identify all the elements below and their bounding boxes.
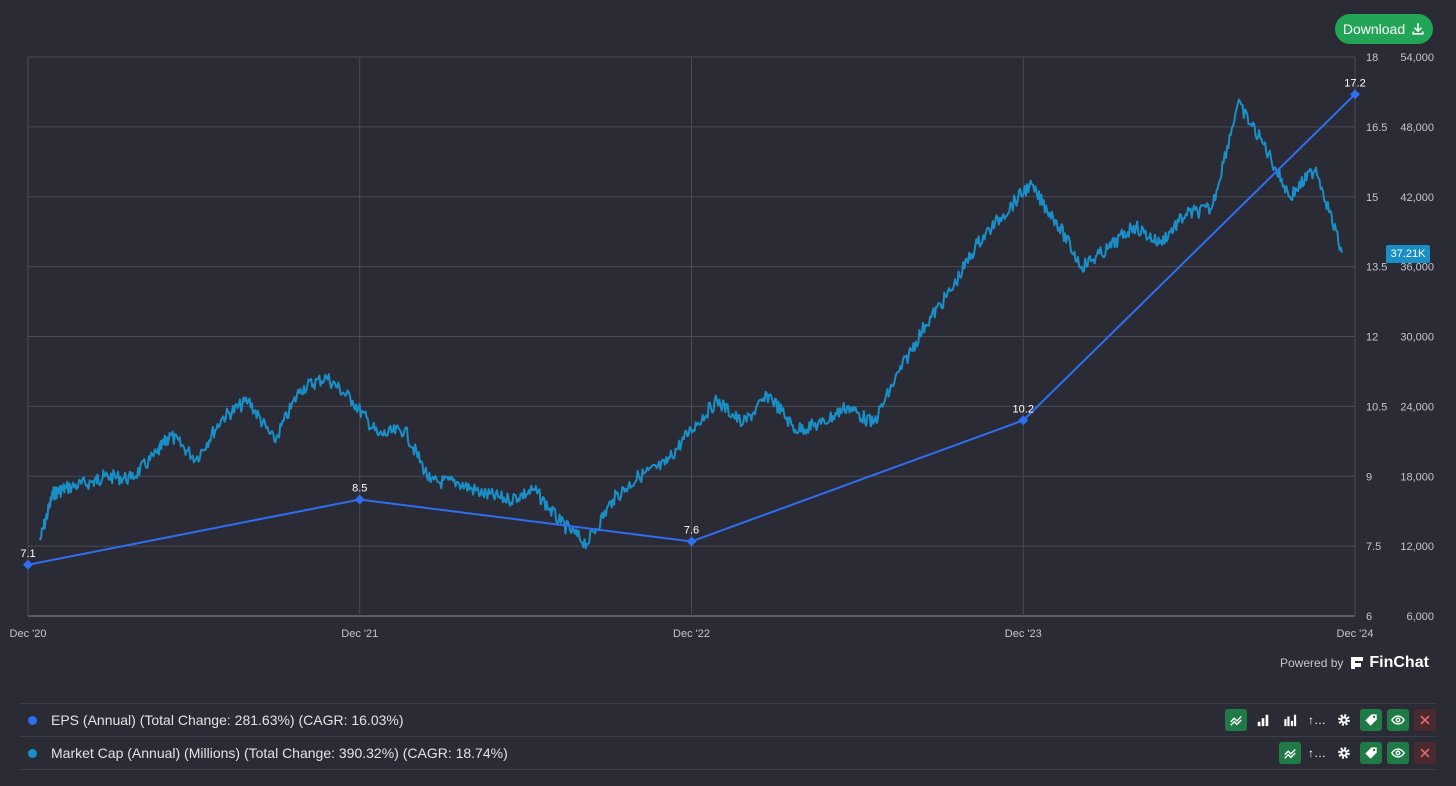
y-right-tick-label: 30,000 (1400, 332, 1434, 344)
line-chart-icon[interactable] (1279, 742, 1301, 764)
chart-grid (27, 56, 1356, 617)
more-icon[interactable]: ↑… (1308, 713, 1326, 727)
y-left-tick-label: 15 (1366, 192, 1378, 204)
market-cap-series-line (39, 98, 1343, 550)
close-icon[interactable] (1414, 742, 1436, 764)
y-right-tick-label: 48,000 (1400, 122, 1434, 134)
powered-by-text: Powered by (1280, 656, 1344, 670)
y-left-tick-label: 10.5 (1366, 401, 1387, 413)
x-tick-label: Dec '22 (673, 628, 710, 640)
close-icon[interactable] (1414, 709, 1436, 731)
tag-icon[interactable] (1360, 709, 1382, 731)
x-tick-label: Dec '23 (1005, 628, 1042, 640)
eps-data-label: 10.2 (1013, 403, 1034, 415)
download-icon (1412, 22, 1424, 35)
y-left-tick-label: 9 (1366, 471, 1372, 483)
more-icon[interactable]: ↑… (1308, 746, 1326, 760)
y-right-tick-label: 6,000 (1406, 611, 1434, 623)
chart: 18 54,000 16.5 48,000 15 42,000 13.5 36,000 12 30… (10, 52, 1434, 640)
eps-data-label: 8.5 (352, 483, 367, 495)
legend-label: Market Cap (Annual) (Millions) (Total Ch… (51, 745, 508, 761)
eye-icon[interactable] (1387, 742, 1409, 764)
y-right-tick-label: 12,000 (1400, 541, 1434, 553)
legend-label: EPS (Annual) (Total Change: 281.63%) (CA… (51, 712, 404, 728)
legend-row-market-cap[interactable]: Market Cap (Annual) (Millions) (Total Ch… (20, 736, 1436, 770)
legend-actions: ↑… (1225, 709, 1436, 731)
y-left-tick-label: 12 (1366, 332, 1378, 344)
x-tick-label: Dec '24 (1337, 628, 1374, 640)
last-value-badge: 37.21K (1386, 245, 1430, 263)
eye-icon[interactable] (1387, 709, 1409, 731)
line-chart-icon[interactable] (1225, 709, 1247, 731)
legend-actions: ↑… (1279, 742, 1436, 764)
finchat-logo: FinChat (1349, 654, 1429, 672)
grouped-bar-icon[interactable] (1279, 709, 1301, 731)
eps-data-label: 7.6 (684, 524, 699, 536)
eps-data-point[interactable] (686, 536, 697, 547)
download-label: Download (1342, 21, 1406, 37)
bar-chart-icon[interactable] (1252, 709, 1274, 731)
eps-data-point[interactable] (23, 559, 33, 570)
powered-by: Powered by FinChat (1280, 652, 1429, 674)
y-left-tick-label: 13.5 (1366, 262, 1387, 274)
finchat-logo-icon (1351, 657, 1364, 669)
eps-data-label: 17.2 (1344, 77, 1365, 89)
legend-row-eps[interactable]: EPS (Annual) (Total Change: 281.63%) (CA… (20, 703, 1436, 736)
y-left-tick-label: 7.5 (1366, 541, 1381, 553)
gear-icon[interactable] (1333, 709, 1355, 731)
eps-data-point[interactable] (1350, 89, 1360, 100)
y-right-tick-label: 24,000 (1400, 401, 1434, 413)
legend-color-dot (28, 715, 37, 725)
y-left-tick-label: 18 (1366, 52, 1378, 64)
eps-data-point[interactable] (1018, 415, 1029, 426)
y-right-tick-label: 54,000 (1400, 52, 1434, 64)
y-right-tick-label: 18,000 (1400, 471, 1434, 483)
eps-data-point[interactable] (354, 494, 365, 505)
download-button[interactable]: Download (1335, 14, 1433, 44)
chart-axes: 18 54,000 16.5 48,000 15 42,000 13.5 36,000 12 30… (10, 52, 1434, 640)
legend-color-dot (28, 748, 37, 758)
eps-data-label: 7.1 (20, 548, 35, 560)
gear-icon[interactable] (1333, 742, 1355, 764)
y-right-tick-label: 36,000 (1400, 262, 1434, 274)
x-tick-label: Dec '21 (341, 628, 378, 640)
x-tick-label: Dec '20 (10, 628, 47, 640)
y-right-tick-label: 42,000 (1400, 192, 1434, 204)
y-left-tick-label: 16.5 (1366, 122, 1387, 134)
y-left-tick-label: 6 (1366, 611, 1372, 623)
finchat-brand-name: FinChat (1369, 654, 1429, 671)
tag-icon[interactable] (1360, 742, 1382, 764)
